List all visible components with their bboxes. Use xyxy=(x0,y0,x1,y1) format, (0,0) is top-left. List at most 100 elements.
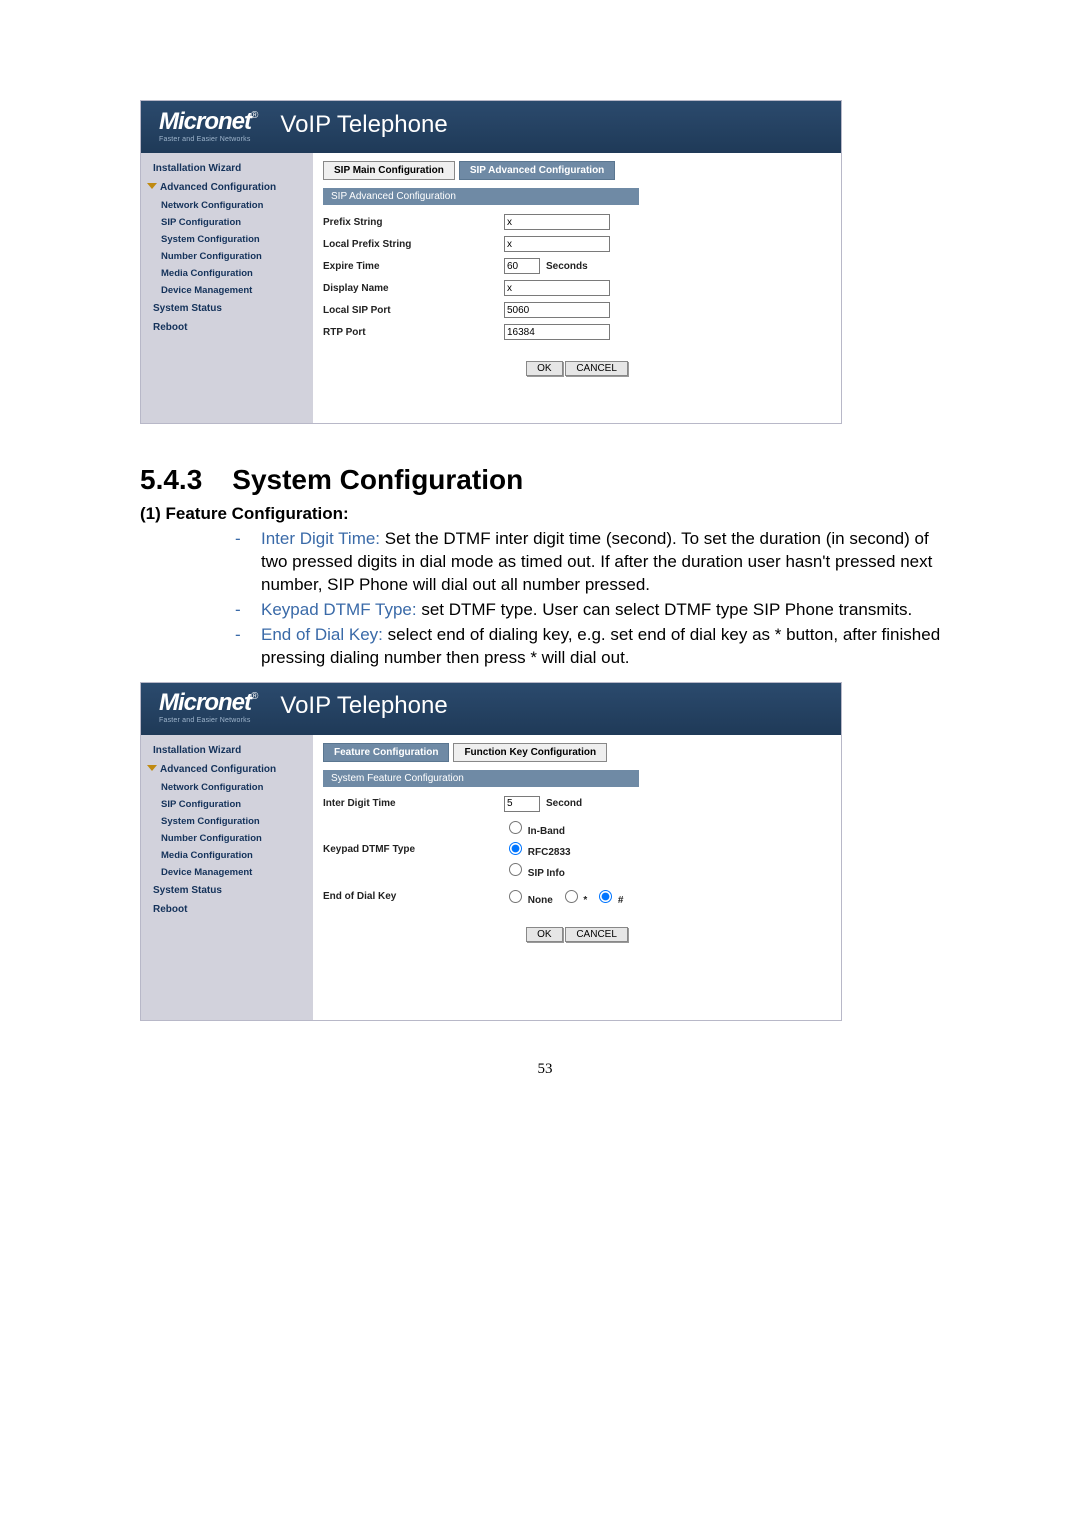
opt-rfc: RFC2833 xyxy=(528,847,571,858)
content-area: SIP Main Configuration SIP Advanced Conf… xyxy=(313,153,841,423)
tab-sip-main[interactable]: SIP Main Configuration xyxy=(323,161,455,180)
section-heading: 5.4.3 System Configuration xyxy=(140,464,950,496)
radio-hash-label: # xyxy=(594,895,623,906)
label-expire: Expire Time xyxy=(323,255,504,277)
opt-hash: # xyxy=(618,895,624,906)
ok-button[interactable]: OK xyxy=(526,361,562,376)
label-eod: End of Dial Key xyxy=(323,884,504,909)
sub-heading: (1) Feature Configuration: xyxy=(140,504,950,524)
config-table: Prefix String Local Prefix String Expire… xyxy=(323,211,616,343)
sidebar-item-wizard[interactable]: Installation Wizard xyxy=(141,741,313,760)
label-local-prefix: Local Prefix String xyxy=(323,233,504,255)
opt-sipinfo: SIP Info xyxy=(528,868,565,879)
label-display: Display Name xyxy=(323,277,504,299)
app-title: VoIP Telephone xyxy=(280,111,447,142)
sidebar-item-sip[interactable]: SIP Configuration xyxy=(141,214,313,231)
radio-rfc-label: RFC2833 xyxy=(504,839,627,860)
input-rtp[interactable] xyxy=(504,324,610,340)
bullet-list: Inter Digit Time: Set the DTMF inter dig… xyxy=(235,528,950,670)
sidebar-advanced-label: Advanced Configuration xyxy=(160,764,276,775)
unit-seconds: Seconds xyxy=(546,261,588,272)
radio-none[interactable] xyxy=(509,890,522,903)
app-title: VoIP Telephone xyxy=(280,692,447,723)
sidebar-item-wizard[interactable]: Installation Wizard xyxy=(141,159,313,178)
subheader-2: System Feature Configuration xyxy=(323,770,639,787)
sidebar-item-device[interactable]: Device Management xyxy=(141,282,313,299)
sidebar-item-system[interactable]: System Configuration xyxy=(141,813,313,830)
unit-second: Second xyxy=(546,798,582,809)
radio-sipinfo[interactable] xyxy=(509,863,522,876)
input-display[interactable] xyxy=(504,280,610,296)
cancel-button[interactable]: CANCEL xyxy=(565,361,628,376)
radio-inband[interactable] xyxy=(509,821,522,834)
input-expire[interactable] xyxy=(504,258,540,274)
radio-star[interactable] xyxy=(565,890,578,903)
radio-hash[interactable] xyxy=(599,890,612,903)
sip-advanced-panel: Micronet® Faster and Easier Networks VoI… xyxy=(140,100,842,424)
section-title: System Configuration xyxy=(232,464,523,495)
app-header-2: Micronet® Faster and Easier Networks VoI… xyxy=(141,683,841,735)
page-number: 53 xyxy=(140,1061,950,1078)
bullet-dtmf: Keypad DTMF Type: set DTMF type. User ca… xyxy=(235,599,950,622)
sidebar-item-reboot[interactable]: Reboot xyxy=(141,318,313,337)
tab-sip-advanced[interactable]: SIP Advanced Configuration xyxy=(459,161,615,180)
config-table-2: Inter Digit Time Second Keypad DTMF Type… xyxy=(323,793,633,909)
radio-inband-label: In-Band xyxy=(504,818,627,839)
sidebar-item-media[interactable]: Media Configuration xyxy=(141,265,313,282)
radio-rfc2833[interactable] xyxy=(509,842,522,855)
radio-sipinfo-label: SIP Info xyxy=(504,860,627,881)
opt-inband: In-Band xyxy=(528,826,565,837)
sidebar-item-advanced[interactable]: Advanced Configuration xyxy=(141,760,313,779)
input-sip-port[interactable] xyxy=(504,302,610,318)
sidebar-item-number[interactable]: Number Configuration xyxy=(141,248,313,265)
term-inter-digit: Inter Digit Time: xyxy=(261,529,380,548)
sidebar-item-network[interactable]: Network Configuration xyxy=(141,779,313,796)
logo-mark: ® xyxy=(251,110,258,121)
bullet-eod: End of Dial Key: select end of dialing k… xyxy=(235,624,950,670)
tab-function-key[interactable]: Function Key Configuration xyxy=(453,743,607,762)
tagline: Faster and Easier Networks xyxy=(159,136,258,143)
sidebar-item-status[interactable]: System Status xyxy=(141,299,313,318)
term-eod: End of Dial Key: xyxy=(261,625,383,644)
term-dtmf: Keypad DTMF Type: xyxy=(261,600,417,619)
sidebar: Installation Wizard Advanced Configurati… xyxy=(141,153,313,423)
input-idt[interactable] xyxy=(504,796,540,812)
label-sip-port: Local SIP Port xyxy=(323,299,504,321)
sidebar-item-device[interactable]: Device Management xyxy=(141,864,313,881)
sidebar-item-status[interactable]: System Status xyxy=(141,881,313,900)
sidebar-item-network[interactable]: Network Configuration xyxy=(141,197,313,214)
subheader: SIP Advanced Configuration xyxy=(323,188,639,205)
label-prefix: Prefix String xyxy=(323,211,504,233)
opt-none: None xyxy=(528,895,553,906)
cancel-button[interactable]: CANCEL xyxy=(565,927,628,942)
ok-button[interactable]: OK xyxy=(526,927,562,942)
sidebar-item-sip[interactable]: SIP Configuration xyxy=(141,796,313,813)
radio-star-label: * xyxy=(560,895,588,906)
expand-down-icon xyxy=(147,183,157,189)
input-prefix[interactable] xyxy=(504,214,610,230)
sidebar-item-reboot[interactable]: Reboot xyxy=(141,900,313,919)
logo: Micronet xyxy=(159,689,251,716)
label-dtmf: Keypad DTMF Type xyxy=(323,815,504,884)
body-dtmf: set DTMF type. User can select DTMF type… xyxy=(417,600,913,619)
input-local-prefix[interactable] xyxy=(504,236,610,252)
tab-feature-config[interactable]: Feature Configuration xyxy=(323,743,449,762)
sidebar-advanced-label: Advanced Configuration xyxy=(160,182,276,193)
tagline: Faster and Easier Networks xyxy=(159,717,258,724)
label-idt: Inter Digit Time xyxy=(323,793,504,815)
feature-config-panel: Micronet® Faster and Easier Networks VoI… xyxy=(140,682,842,1021)
sidebar-item-system[interactable]: System Configuration xyxy=(141,231,313,248)
sidebar-item-number[interactable]: Number Configuration xyxy=(141,830,313,847)
opt-star: * xyxy=(583,895,587,906)
section-number: 5.4.3 xyxy=(140,464,202,495)
app-header: Micronet® Faster and Easier Networks VoI… xyxy=(141,101,841,153)
content-area-2: Feature Configuration Function Key Confi… xyxy=(313,735,841,1020)
sidebar-item-media[interactable]: Media Configuration xyxy=(141,847,313,864)
logo: Micronet xyxy=(159,108,251,135)
sidebar-item-advanced[interactable]: Advanced Configuration xyxy=(141,178,313,197)
logo-mark: ® xyxy=(251,691,258,702)
sidebar: Installation Wizard Advanced Configurati… xyxy=(141,735,313,1020)
expand-down-icon xyxy=(147,765,157,771)
radio-none-label: None xyxy=(504,895,553,906)
label-rtp: RTP Port xyxy=(323,321,504,343)
